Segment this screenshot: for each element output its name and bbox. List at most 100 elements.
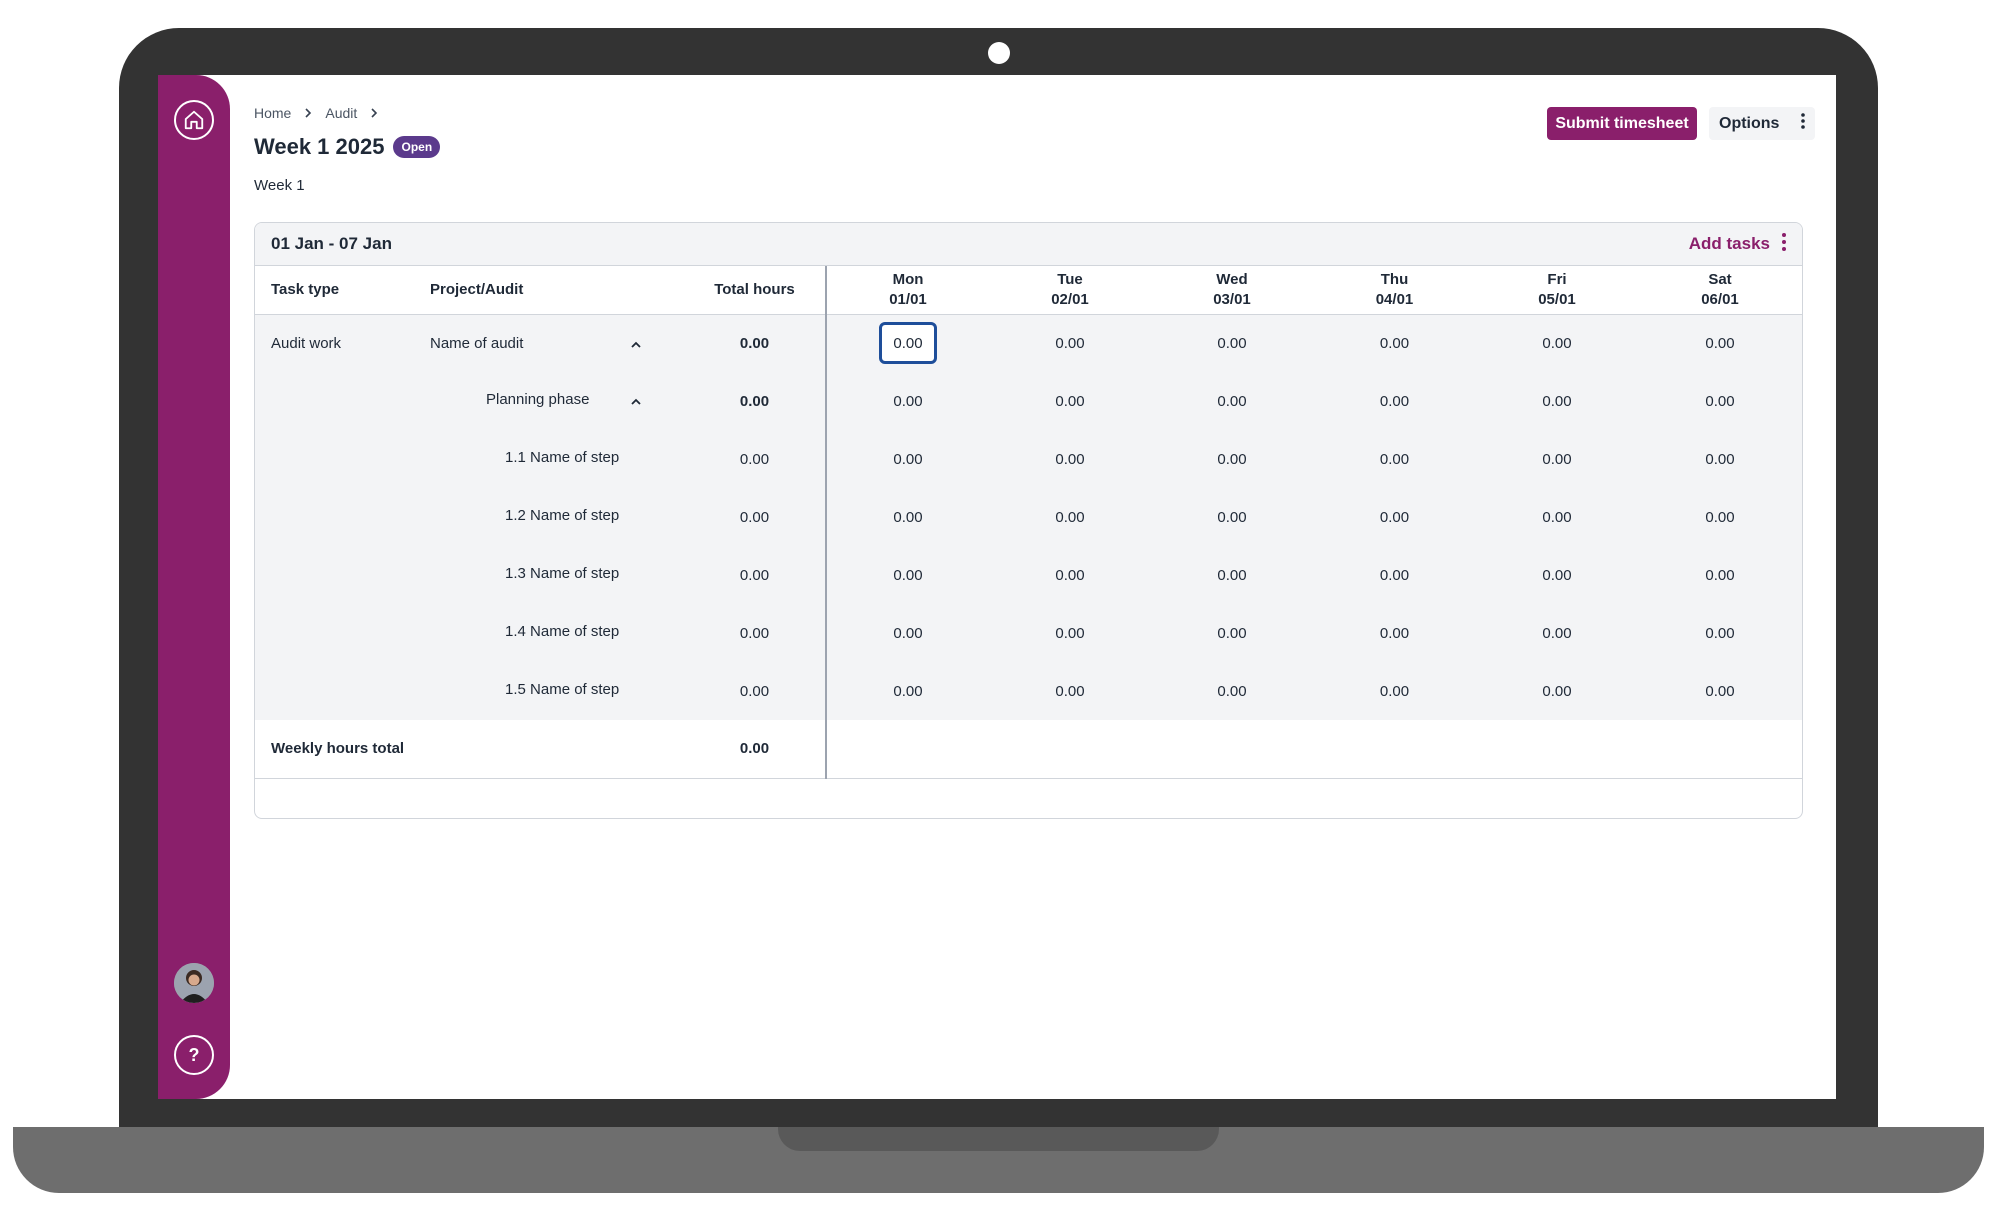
hours-cell[interactable]: 0.00 <box>1313 314 1476 372</box>
hours-cell[interactable]: 0.00 <box>1313 604 1476 662</box>
hours-cell[interactable]: 0.00 <box>1638 662 1802 720</box>
hours-input-focused[interactable]: 0.00 <box>879 322 937 365</box>
day-date: 01/01 <box>889 290 927 308</box>
task-type-cell <box>255 488 430 546</box>
hours-cell[interactable]: 0.00 <box>1151 488 1313 546</box>
hours-cell[interactable]: 0.00 <box>1151 662 1313 720</box>
column-header-total-hours: Total hours <box>684 266 827 315</box>
hours-cell[interactable]: 0.00 <box>1476 314 1638 372</box>
week-range: 01 Jan - 07 Jan <box>271 234 392 253</box>
row-total-hours: 0.00 <box>684 314 827 372</box>
hours-cell[interactable]: 0.00 <box>1151 546 1313 604</box>
task-type-cell <box>255 662 430 720</box>
card-header: 01 Jan - 07 Jan Add tasks <box>255 223 1802 266</box>
day-name: Wed <box>1216 270 1248 288</box>
home-icon[interactable] <box>174 100 214 140</box>
step-label: 1.1 Name of step <box>505 449 620 466</box>
row-total-hours: 0.00 <box>684 604 827 662</box>
hours-cell[interactable]: 0.00 <box>1151 314 1313 372</box>
table-row: 1.3 Name of step 0.00 0.00 0.00 0.00 0.0… <box>255 546 1802 604</box>
column-header-day: Tue 02/01 <box>989 266 1151 315</box>
chevron-up-icon[interactable] <box>630 394 642 411</box>
project-cell: 1.3 Name of step <box>430 546 684 604</box>
weekly-total-label: Weekly hours total <box>255 720 684 779</box>
hours-cell[interactable]: 0.00 <box>989 488 1151 546</box>
hours-cell[interactable]: 0.00 <box>1313 430 1476 488</box>
day-name: Thu <box>1380 270 1409 288</box>
hours-cell[interactable]: 0.00 <box>989 372 1151 430</box>
hours-cell[interactable]: 0.00 <box>1476 430 1638 488</box>
kebab-menu-icon[interactable] <box>1782 232 1786 256</box>
project-cell: 1.5 Name of step <box>430 662 684 720</box>
timesheet-card: 01 Jan - 07 Jan Add tasks Task type Proj… <box>254 222 1803 819</box>
project-cell[interactable]: Planning phase <box>430 372 684 430</box>
hours-cell[interactable]: 0.00 <box>826 662 989 720</box>
hours-cell[interactable]: 0.00 <box>826 314 989 372</box>
hours-cell[interactable]: 0.00 <box>1638 604 1802 662</box>
breadcrumb-audit[interactable]: Audit <box>325 105 358 121</box>
hours-cell[interactable]: 0.00 <box>1313 372 1476 430</box>
hours-cell[interactable]: 0.00 <box>826 488 989 546</box>
hours-cell[interactable]: 0.00 <box>826 372 989 430</box>
column-header-day: Fri 05/01 <box>1476 266 1638 315</box>
status-badge: Open <box>393 136 441 158</box>
project-cell[interactable]: Name of audit <box>430 314 684 372</box>
day-date: 05/01 <box>1538 290 1576 308</box>
weekly-total-value: 0.00 <box>684 720 827 779</box>
table-row: Audit work Name of audit 0.00 0.00 0.00 … <box>255 314 1802 372</box>
hours-cell[interactable]: 0.00 <box>1476 372 1638 430</box>
app-screen: ? Home Audit Week 1 2025 Open Week 1 Sub… <box>158 75 1836 1099</box>
hours-cell[interactable]: 0.00 <box>1151 372 1313 430</box>
hours-cell[interactable]: 0.00 <box>989 546 1151 604</box>
hours-cell[interactable]: 0.00 <box>1638 546 1802 604</box>
page-subtitle: Week 1 <box>254 177 305 194</box>
hours-cell[interactable]: 0.00 <box>1476 662 1638 720</box>
day-name: Tue <box>1057 270 1083 288</box>
column-header-day: Mon 01/01 <box>826 266 989 315</box>
submit-timesheet-button[interactable]: Submit timesheet <box>1547 107 1697 140</box>
hours-cell[interactable]: 0.00 <box>1476 546 1638 604</box>
breadcrumb-home[interactable]: Home <box>254 105 292 121</box>
day-name: Mon <box>892 270 924 288</box>
hours-cell[interactable]: 0.00 <box>826 430 989 488</box>
task-type-cell <box>255 372 430 430</box>
add-tasks-label: Add tasks <box>1688 234 1770 253</box>
hours-cell[interactable]: 0.00 <box>1638 430 1802 488</box>
sidebar: ? <box>158 75 230 1099</box>
task-type-cell <box>255 430 430 488</box>
chevron-up-icon[interactable] <box>630 337 642 354</box>
hours-cell[interactable]: 0.00 <box>1476 604 1638 662</box>
hours-cell[interactable]: 0.00 <box>1313 546 1476 604</box>
hours-cell[interactable]: 0.00 <box>1313 662 1476 720</box>
timesheet-table: Task type Project/Audit Total hours Mon 0… <box>255 266 1802 779</box>
hours-cell[interactable]: 0.00 <box>826 604 989 662</box>
table-row: 1.5 Name of step 0.00 0.00 0.00 0.00 0.0… <box>255 662 1802 720</box>
step-label: 1.4 Name of step <box>505 623 620 640</box>
step-label: 1.2 Name of step <box>505 507 620 524</box>
day-date: 02/01 <box>1051 290 1089 308</box>
table-header-row: Task type Project/Audit Total hours Mon 0… <box>255 266 1802 315</box>
user-avatar[interactable] <box>174 963 214 1003</box>
hours-cell[interactable]: 0.00 <box>989 604 1151 662</box>
hours-cell[interactable]: 0.00 <box>826 546 989 604</box>
help-icon[interactable]: ? <box>174 1035 214 1075</box>
weekly-total-empty <box>826 720 1802 779</box>
hours-cell[interactable]: 0.00 <box>989 662 1151 720</box>
hours-cell[interactable]: 0.00 <box>1151 604 1313 662</box>
options-button[interactable]: Options <box>1709 107 1815 140</box>
project-label: Name of audit <box>430 334 524 352</box>
add-tasks-button[interactable]: Add tasks <box>1688 232 1786 256</box>
hours-cell[interactable]: 0.00 <box>1476 488 1638 546</box>
hours-cell[interactable]: 0.00 <box>989 314 1151 372</box>
hours-cell[interactable]: 0.00 <box>1313 488 1476 546</box>
column-header-day: Wed 03/01 <box>1151 266 1313 315</box>
weekly-total-row: Weekly hours total 0.00 <box>255 720 1802 779</box>
table-row: 1.4 Name of step 0.00 0.00 0.00 0.00 0.0… <box>255 604 1802 662</box>
hours-cell[interactable]: 0.00 <box>1638 488 1802 546</box>
hours-cell[interactable]: 0.00 <box>1638 372 1802 430</box>
hours-cell[interactable]: 0.00 <box>1638 314 1802 372</box>
hours-cell[interactable]: 0.00 <box>1151 430 1313 488</box>
chevron-right-icon <box>369 107 379 119</box>
day-date: 03/01 <box>1213 290 1251 308</box>
hours-cell[interactable]: 0.00 <box>989 430 1151 488</box>
